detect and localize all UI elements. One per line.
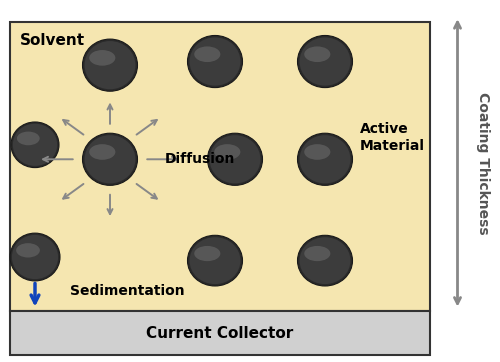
Text: Sedimentation: Sedimentation bbox=[70, 285, 184, 298]
Ellipse shape bbox=[194, 246, 220, 261]
Ellipse shape bbox=[82, 39, 138, 91]
Ellipse shape bbox=[10, 233, 60, 281]
Ellipse shape bbox=[194, 46, 220, 62]
Text: Coating Thickness: Coating Thickness bbox=[476, 92, 490, 234]
Ellipse shape bbox=[300, 37, 350, 86]
Ellipse shape bbox=[84, 41, 136, 89]
Ellipse shape bbox=[12, 235, 58, 279]
Ellipse shape bbox=[16, 243, 40, 257]
Ellipse shape bbox=[208, 133, 262, 185]
Text: Diffusion: Diffusion bbox=[165, 152, 236, 166]
Text: Active
Material: Active Material bbox=[360, 122, 425, 153]
Ellipse shape bbox=[89, 144, 116, 160]
Ellipse shape bbox=[188, 35, 242, 88]
Ellipse shape bbox=[89, 50, 116, 66]
Ellipse shape bbox=[214, 144, 240, 160]
Ellipse shape bbox=[188, 235, 242, 286]
Ellipse shape bbox=[300, 237, 350, 284]
Text: Solvent: Solvent bbox=[20, 33, 85, 47]
Ellipse shape bbox=[298, 35, 352, 88]
Ellipse shape bbox=[304, 46, 330, 62]
Bar bbox=[10, 22, 430, 311]
Ellipse shape bbox=[298, 235, 352, 286]
Ellipse shape bbox=[304, 246, 330, 261]
Ellipse shape bbox=[210, 135, 260, 184]
Ellipse shape bbox=[84, 135, 136, 184]
Ellipse shape bbox=[82, 133, 138, 185]
Ellipse shape bbox=[304, 144, 330, 160]
Ellipse shape bbox=[190, 237, 240, 284]
Ellipse shape bbox=[13, 124, 57, 166]
Ellipse shape bbox=[17, 131, 40, 145]
Ellipse shape bbox=[11, 122, 59, 168]
Text: Current Collector: Current Collector bbox=[146, 325, 294, 341]
Ellipse shape bbox=[298, 133, 352, 185]
Ellipse shape bbox=[190, 37, 240, 86]
Ellipse shape bbox=[300, 135, 350, 184]
Bar bbox=[10, 311, 430, 355]
